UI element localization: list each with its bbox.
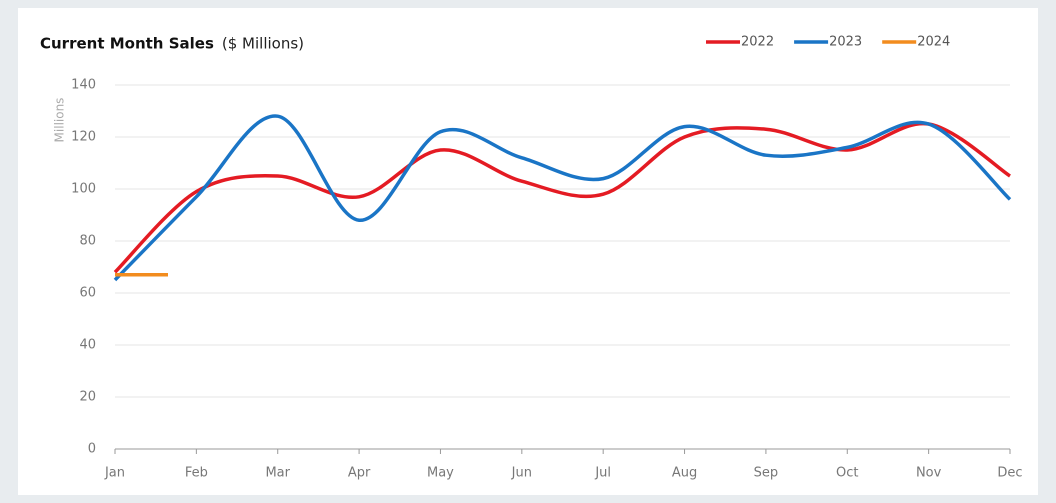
- card: [18, 8, 1038, 495]
- legend-label: 2024: [917, 35, 950, 50]
- x-tick-label: Jan: [104, 466, 125, 481]
- y-tick-label: 60: [79, 286, 96, 301]
- x-tick-label: Sep: [754, 466, 779, 481]
- x-tick-label: May: [427, 466, 454, 481]
- y-axis-label: Millions: [53, 98, 67, 143]
- x-tick-label: Dec: [997, 466, 1022, 481]
- x-tick-label: Jul: [594, 466, 611, 481]
- legend-label: 2022: [741, 35, 774, 50]
- x-tick-label: Apr: [348, 466, 371, 481]
- legend-label: 2023: [829, 35, 862, 50]
- y-tick-label: 80: [79, 234, 96, 249]
- x-tick-label: Aug: [672, 466, 697, 481]
- y-tick-label: 0: [88, 442, 96, 457]
- x-tick-label: Feb: [185, 466, 208, 481]
- chart-subtitle: ($ Millions): [222, 35, 304, 53]
- y-tick-label: 20: [79, 390, 96, 405]
- y-tick-label: 120: [71, 130, 96, 145]
- y-tick-label: 40: [79, 338, 96, 353]
- series-line: [113, 121, 1011, 274]
- y-tick-label: 100: [71, 182, 96, 197]
- x-tick-label: Oct: [836, 466, 858, 481]
- series-line: [113, 114, 1012, 282]
- x-tick-label: Mar: [265, 466, 290, 481]
- chart-title: Current Month Sales: [40, 35, 214, 53]
- y-tick-label: 140: [71, 78, 96, 93]
- x-tick-label: Jun: [511, 466, 532, 481]
- x-tick-label: Nov: [916, 466, 942, 481]
